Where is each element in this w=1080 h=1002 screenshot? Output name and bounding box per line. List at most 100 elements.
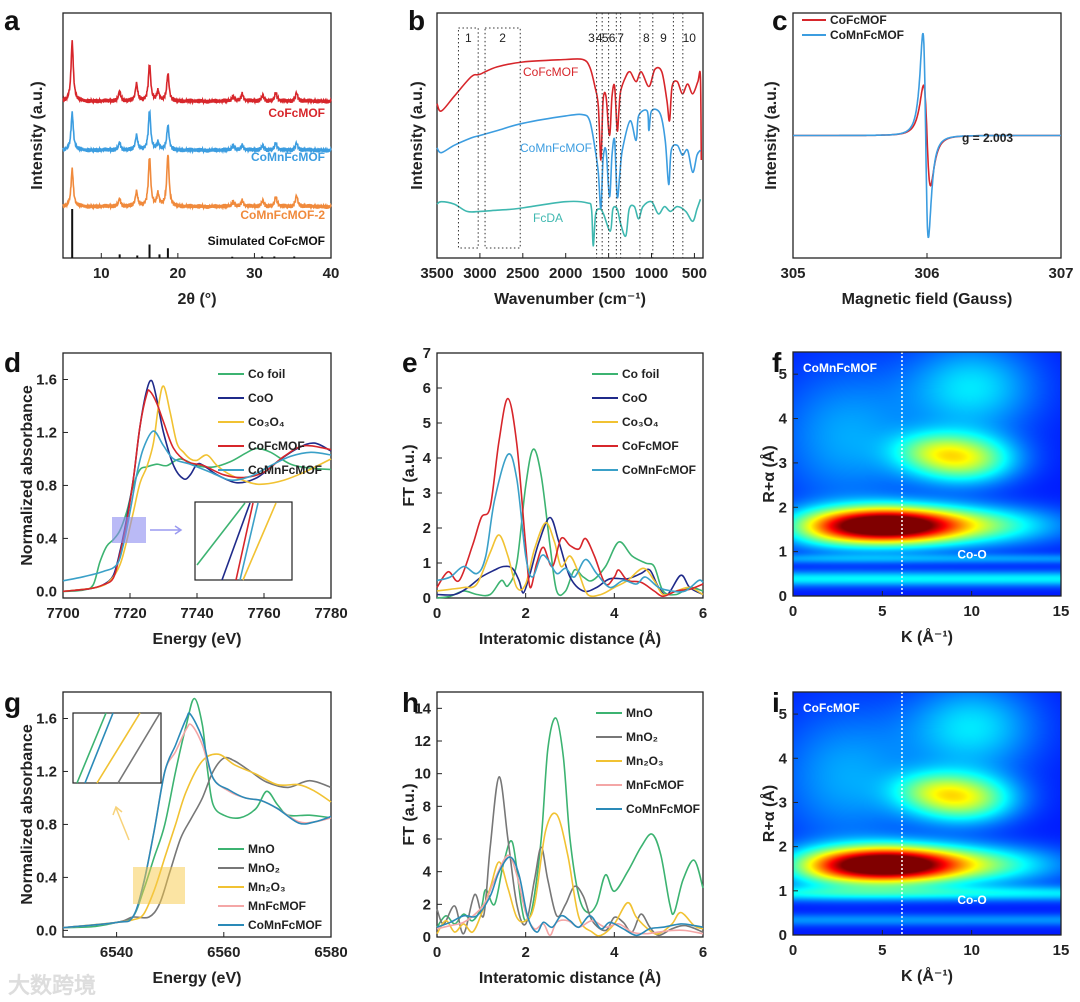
- panel-letter: c: [772, 5, 788, 36]
- y-tick-label: 0.0: [36, 583, 57, 600]
- panel-h: 0 2 4 6 0 2 4 6 8 10 12 14 Interatomic distance (Å) F…: [401, 687, 707, 987]
- y-axis-title: Normalized absorbance: [19, 385, 36, 566]
- legend-label: MnO: [248, 842, 275, 856]
- axes-frame: [62, 691, 332, 938]
- x-tick-label: 6540: [100, 944, 133, 961]
- y-tick-label: 8: [423, 798, 431, 815]
- y-tick-label: 10: [414, 766, 431, 783]
- series-comnfcmof: [793, 32, 1061, 239]
- band-label: 4: [596, 31, 603, 45]
- y-tick-label: 2: [779, 839, 787, 856]
- panel-i: CoFcMOF Co-O 0 5 10 15 0 1 2 3 4 5 K (Å⁻¹) R+α (Å) i: [759, 687, 1069, 985]
- x-tick-label: 10: [93, 265, 110, 282]
- y-tick-label: 12: [414, 733, 431, 750]
- band-label: 10: [683, 31, 697, 45]
- y-tick-label: 14: [414, 700, 431, 717]
- y-tick-label: 6: [423, 380, 431, 397]
- y-tick-label: 0: [423, 590, 431, 607]
- x-tick-label: 5: [878, 942, 886, 959]
- y-axis-title: Intensity (a.u.): [29, 81, 46, 189]
- y-tick-label: 4: [779, 411, 788, 428]
- legend-label: CoO: [248, 391, 273, 405]
- series-co-foil: [62, 447, 332, 593]
- inset-curve: [96, 712, 141, 784]
- series-mno-: [436, 776, 704, 937]
- series-comnfcmof: [436, 108, 702, 210]
- curve-label: CoMnFcMOF-2: [240, 208, 325, 222]
- panel-letter: f: [772, 347, 782, 378]
- legend-label: CoMnFcMOF: [248, 463, 322, 477]
- curve-label: FcDA: [533, 211, 563, 225]
- x-tick-label: 6580: [314, 944, 347, 961]
- legend-label: CoO: [622, 391, 647, 405]
- series-cofcmof: [436, 397, 704, 598]
- y-tick-label: 0.8: [36, 477, 57, 494]
- y-tick-label: 3: [779, 455, 787, 472]
- region-label: 2: [499, 31, 506, 45]
- y-tick-label: 1.6: [36, 710, 57, 727]
- inset-curve: [84, 712, 114, 784]
- x-tick-label: 6560: [207, 944, 240, 961]
- series-mn-o-: [62, 753, 332, 929]
- band-label: 9: [660, 31, 667, 45]
- x-tick-label: 10: [963, 942, 980, 959]
- peak-label: Co-O: [957, 547, 986, 561]
- inset-curve: [76, 712, 107, 784]
- legend-label: MnFcMOF: [248, 899, 306, 913]
- wavelet-heatmap: [793, 352, 1061, 596]
- x-tick-label: 20: [170, 265, 187, 282]
- series-simulated-cofcmof: [71, 209, 296, 258]
- legend-label: CoMnFcMOF: [622, 463, 696, 477]
- series-cofcmof: [62, 40, 332, 106]
- curve-label: CoMnFcMOF: [520, 141, 592, 155]
- legend-label: Co foil: [622, 367, 659, 381]
- series-co-o-: [62, 385, 332, 593]
- y-tick-label: 1: [423, 555, 431, 572]
- x-tick-label: 7760: [247, 605, 280, 622]
- legend-label: Mn₂O₃: [248, 880, 286, 894]
- panel-e: 0 2 4 6 0 1 2 3 4 5 6 7 Interatomic distance (Å) FT (…: [401, 345, 707, 648]
- x-tick-label: 2: [521, 944, 529, 961]
- series-comnfcmof: [62, 430, 332, 582]
- x-tick-label: 2500: [506, 265, 539, 282]
- legend-label: Co₃O₄: [248, 415, 285, 429]
- axes-frame: [436, 691, 704, 938]
- x-tick-label: 15: [1053, 942, 1070, 959]
- curve-label: Simulated CoFcMOF: [208, 234, 325, 248]
- x-axis-title: Wavenumber (cm⁻¹): [494, 291, 646, 308]
- y-axis-title: FT (a.u.): [401, 444, 418, 506]
- curve-label: CoFcMOF: [523, 65, 578, 79]
- panel-letter: g: [4, 687, 21, 718]
- inset-curve: [117, 712, 161, 784]
- panel-letter: h: [402, 687, 419, 718]
- x-tick-label: 10: [963, 603, 980, 620]
- x-tick-label: 2: [521, 605, 529, 622]
- inset-curve: [242, 502, 277, 581]
- panel-letter: i: [772, 687, 780, 718]
- y-tick-label: 1: [779, 544, 787, 561]
- y-tick-label: 0: [779, 588, 787, 605]
- panel-d: 7700 7720 7740 7760 7780 0.0 0.4 0.8 1.2 1.6 Energ…: [4, 347, 348, 648]
- y-axis-title: R+α (Å): [759, 445, 778, 502]
- panel-letter: e: [402, 347, 418, 378]
- x-tick-label: 305: [780, 265, 805, 282]
- y-tick-label: 5: [779, 366, 787, 383]
- x-tick-label: 7700: [46, 605, 79, 622]
- legend-label: CoFcMOF: [622, 439, 679, 453]
- panel-letter: b: [408, 5, 425, 36]
- y-tick-label: 0.4: [36, 869, 58, 886]
- x-axis-title: K (Å⁻¹): [901, 966, 953, 985]
- legend-label: Co foil: [248, 367, 285, 381]
- x-tick-label: 40: [323, 265, 340, 282]
- y-tick-label: 5: [779, 706, 787, 723]
- y-axis-title: Intensity (a.u.): [763, 81, 780, 189]
- axes-frame: [436, 12, 704, 259]
- y-tick-label: 0.4: [36, 530, 58, 547]
- y-tick-label: 1.2: [36, 424, 57, 441]
- sample-label: CoFcMOF: [803, 701, 860, 715]
- y-axis-title: FT (a.u.): [401, 783, 418, 845]
- legend-label: CoMnFcMOF: [626, 802, 700, 816]
- zoom-region-highlight: [112, 517, 146, 543]
- legend-label: Mn₂O₃: [626, 754, 664, 768]
